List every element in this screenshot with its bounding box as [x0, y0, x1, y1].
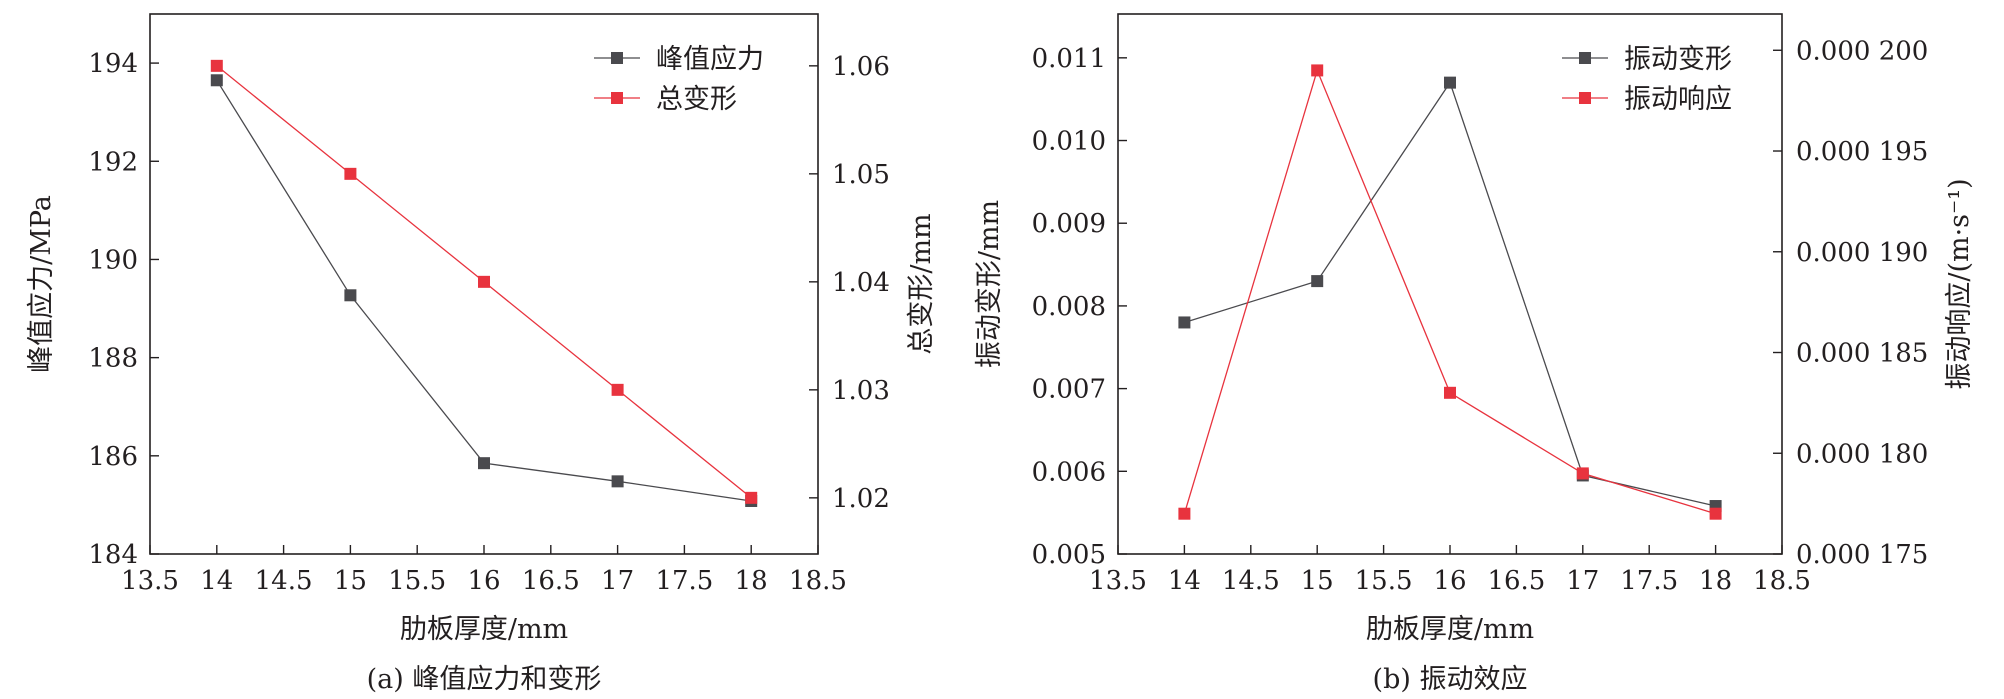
x-tick-label: 18 [1699, 566, 1732, 596]
data-point-1-2 [1311, 275, 1324, 288]
y-right-tick-label: 1.04 [832, 268, 890, 298]
x-tick-label: 15 [1301, 566, 1334, 596]
y-right-axis-title: 总变形/mm [906, 213, 937, 354]
y-right-tick-label: 0.000 175 [1796, 540, 1928, 570]
y-left-axis-title: 振动变形/mm [974, 200, 1005, 368]
legend-marker-2 [1579, 92, 1591, 104]
y-right-tick-label: 1.03 [832, 376, 890, 406]
y-left-tick-label: 0.010 [1032, 127, 1106, 157]
y-left-tick-label: 192 [88, 147, 138, 177]
y-right-tick-label: 0.000 185 [1796, 339, 1928, 369]
data-point-2-5 [1709, 507, 1722, 520]
x-tick-label: 17.5 [1620, 566, 1678, 596]
y-right-tick-label: 0.000 200 [1796, 36, 1928, 66]
data-point-2-2 [344, 167, 357, 180]
x-tick-label: 14.5 [1222, 566, 1280, 596]
x-tick-label: 13.5 [1089, 566, 1147, 596]
y-left-tick-label: 0.006 [1032, 457, 1106, 487]
legend-marker-2 [611, 92, 623, 104]
figure-caption: (b) 振动效应 [1373, 664, 1528, 695]
y-left-tick-label: 0.008 [1032, 292, 1106, 322]
data-point-2-3 [1444, 386, 1456, 399]
x-tick-label: 18.5 [1753, 566, 1811, 596]
data-point-2-2 [1311, 64, 1324, 77]
data-point-2-3 [478, 275, 490, 288]
data-point-2-4 [611, 383, 624, 396]
y-right-axis-title: 振动响应/(m·s⁻¹) [1944, 178, 1975, 389]
data-point-1-4 [611, 475, 624, 488]
legend-marker-1 [1579, 52, 1591, 64]
y-left-tick-label: 194 [88, 49, 138, 79]
x-tick-label: 15.5 [388, 566, 446, 596]
legend-marker-1 [611, 52, 623, 64]
y-left-tick-label: 0.009 [1032, 209, 1106, 239]
x-tick-label: 16 [467, 566, 500, 596]
x-axis-title: 肋板厚度/mm [400, 614, 568, 645]
x-axis-title: 肋板厚度/mm [1366, 614, 1534, 645]
x-tick-label: 18.5 [789, 566, 847, 596]
chart-panel-b: 13.5 14 14.5 15 15.5 16 16.5 17 17.5 18 18.5 0.005 0… [974, 13, 1975, 695]
x-tick-label: 16.5 [522, 566, 580, 596]
x-tick-label: 15.5 [1355, 566, 1413, 596]
data-point-2-4 [1576, 467, 1589, 480]
y-right-tick-label: 0.000 190 [1796, 238, 1928, 268]
y-left-tick-label: 0.007 [1032, 375, 1106, 405]
y-left-tick-label: 190 [88, 245, 138, 275]
data-point-1-2 [344, 289, 357, 302]
x-tick-label: 16.5 [1487, 566, 1545, 596]
chart-panel-a: 13.5 14 14.5 15 15.5 16 16.5 17 17.5 18 18.5 184 186… [26, 13, 937, 695]
data-point-1-3 [478, 457, 490, 470]
x-tick-label: 14 [200, 566, 233, 596]
y-right-tick-label: 0.000 180 [1796, 439, 1928, 469]
y-left-tick-label: 0.005 [1032, 540, 1106, 570]
x-tick-label: 17 [1566, 566, 1599, 596]
series-line-1 [1184, 81, 1716, 507]
legend-label-1: 振动变形 [1624, 44, 1732, 75]
x-tick-label: 14 [1168, 566, 1201, 596]
data-point-2-1 [1178, 507, 1191, 520]
y-right-tick-label: 1.06 [832, 52, 890, 82]
data-point-1-3 [1444, 76, 1456, 89]
y-left-tick-label: 184 [88, 540, 138, 570]
legend-label-1: 峰值应力 [656, 44, 764, 75]
series-line-1 [216, 79, 752, 502]
legend-label-2: 振动响应 [1624, 84, 1732, 115]
x-tick-label: 14.5 [255, 566, 313, 596]
y-right-tick-label: 0.000 195 [1796, 137, 1928, 167]
x-tick-label: 17.5 [655, 566, 713, 596]
y-left-tick-label: 0.011 [1032, 44, 1106, 74]
x-tick-label: 13.5 [121, 566, 179, 596]
y-right-tick-label: 1.02 [832, 484, 890, 514]
figure-caption: (a) 峰值应力和变形 [367, 664, 602, 695]
data-point-1-1 [210, 74, 223, 87]
data-point-2-1 [210, 59, 223, 72]
series-line-2 [1183, 68, 1716, 515]
y-right-tick-label: 1.05 [832, 160, 890, 190]
legend-label-2: 总变形 [656, 84, 737, 115]
x-tick-label: 17 [601, 566, 634, 596]
x-tick-label: 15 [334, 566, 367, 596]
y-left-tick-label: 186 [88, 442, 138, 472]
x-tick-label: 18 [735, 566, 768, 596]
data-point-1-1 [1178, 316, 1191, 329]
y-left-tick-label: 188 [88, 344, 138, 374]
x-tick-label: 16 [1433, 566, 1466, 596]
y-left-axis-title: 峰值应力/MPa [26, 195, 57, 373]
data-point-2-5 [745, 491, 758, 504]
